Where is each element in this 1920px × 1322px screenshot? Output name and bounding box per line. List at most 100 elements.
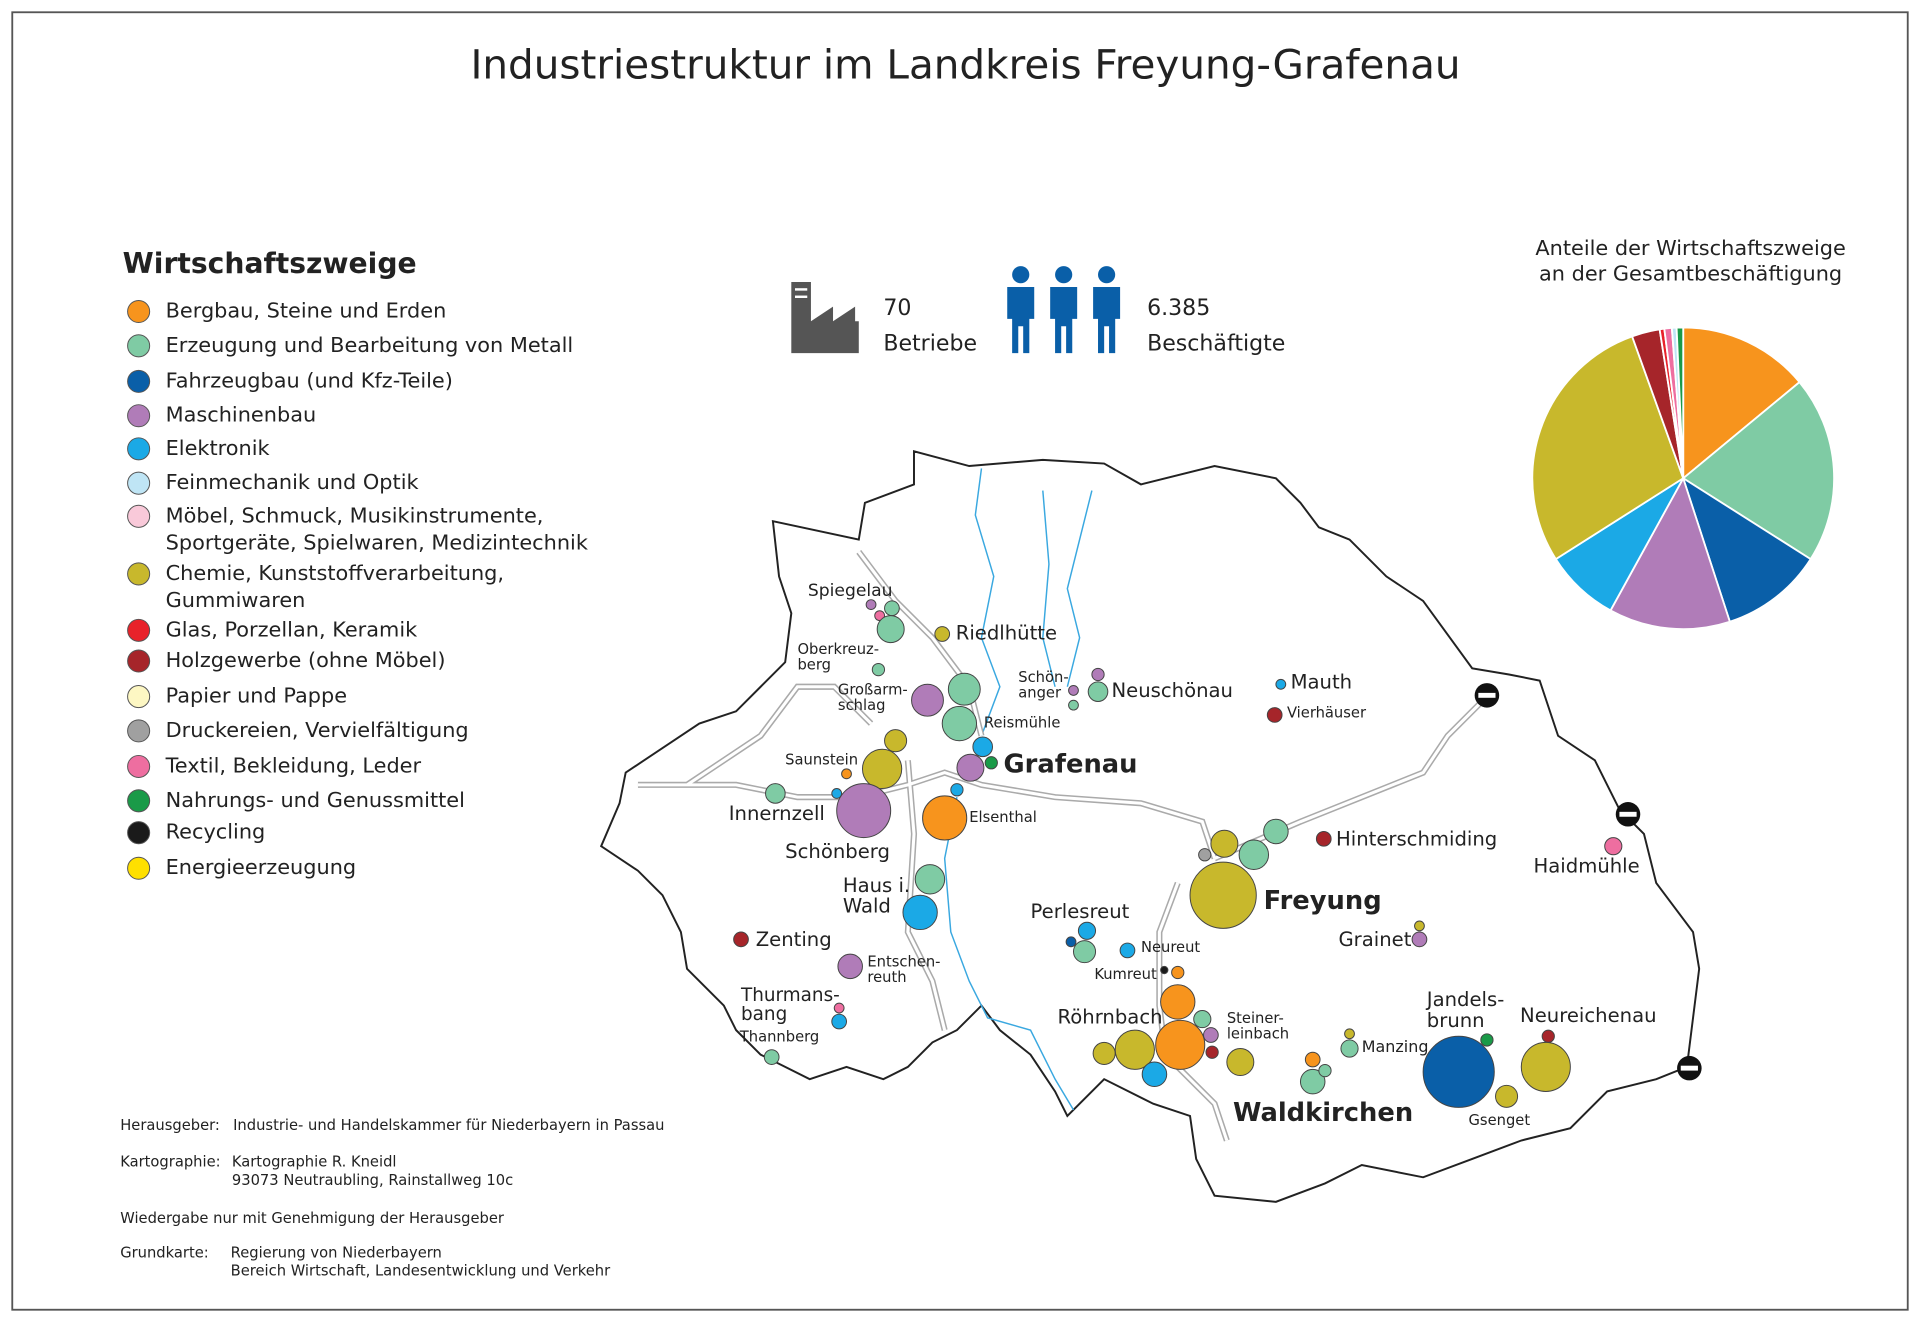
place-label: Manzing: [1362, 1037, 1429, 1056]
place-label: Neuschönau: [1112, 679, 1233, 702]
place-label: Großarm-: [838, 681, 908, 698]
industry-bubble: [1141, 1061, 1168, 1088]
industry-bubble: [837, 953, 863, 980]
industry-bubble: [865, 599, 877, 610]
legend-label: Recycling: [166, 820, 266, 844]
stat-label: Betriebe: [883, 332, 977, 357]
industry-bubble: [911, 683, 944, 717]
industry-bubble: [902, 894, 938, 931]
industry-bubble: [1072, 940, 1097, 964]
industry-bubble: [984, 756, 998, 770]
pie-slice: [1681, 380, 1835, 561]
legend-label: Sportgeräte, Spielwaren, Medizintechnik: [166, 530, 589, 554]
place-label: Waldkirchen: [1233, 1098, 1413, 1128]
place-label: Röhrnbach: [1058, 1005, 1163, 1028]
credit-label: Herausgeber:: [120, 1117, 220, 1134]
pie-title: Anteile der Wirtschaftszweige: [1535, 236, 1845, 260]
place-label: Neureichenau: [1520, 1004, 1656, 1027]
industry-bubble: [763, 1049, 780, 1065]
industry-bubble: [831, 788, 843, 799]
industry-bubble: [950, 783, 964, 797]
industry-bubble: [1495, 1084, 1519, 1108]
legend-label: Fahrzeugbau (und Kfz-Teile): [166, 368, 453, 392]
industry-bubble: [733, 931, 749, 948]
border-crossings: [1474, 683, 1702, 1081]
industry-bubble: [1155, 1019, 1206, 1070]
place-label: Schön-: [1018, 669, 1068, 686]
stat-value: 70: [883, 296, 911, 321]
pie-title: an der Gesamtbeschäftigung: [1539, 262, 1842, 286]
industry-bubble: [1340, 1039, 1359, 1058]
legend-swatch: [127, 369, 151, 393]
legend-swatch: [127, 685, 151, 709]
industry-bubble: [1541, 1029, 1555, 1043]
industry-bubble: [1091, 667, 1105, 682]
industry-bubble: [1263, 818, 1289, 845]
legend-label: Holzgewerbe (ohne Möbel): [166, 648, 446, 672]
legend-swatch: [127, 504, 151, 528]
industry-bubble: [1198, 848, 1212, 862]
place-label: Saunstein: [785, 751, 858, 768]
industry-bubble: [831, 1013, 848, 1030]
credit-label: Kartographie:: [120, 1154, 220, 1171]
place-label: Steiner-: [1227, 1010, 1284, 1027]
legend-swatch: [127, 754, 151, 778]
place-label: Innernzell: [729, 802, 825, 825]
industry-bubble: [941, 705, 978, 742]
industry-bubble: [1226, 1048, 1255, 1076]
legend-title: Wirtschaftszweige: [123, 247, 417, 280]
industry-bubble: [884, 600, 900, 617]
legend-label: Möbel, Schmuck, Musikinstrumente,: [166, 503, 544, 527]
title: Industriestruktur im Landkreis Freyung-G…: [470, 40, 1460, 88]
industry-bubble: [833, 1002, 845, 1014]
legend-swatch: [127, 821, 151, 845]
industry-bubble: [914, 864, 946, 895]
stat-value: 6.385: [1147, 296, 1210, 321]
pie-slice: [1675, 326, 1685, 479]
legend-swatch: [127, 404, 151, 428]
industry-bubble: [956, 753, 985, 782]
industry-bubble: [1520, 1041, 1571, 1092]
place-label: Gsenget: [1469, 1112, 1531, 1129]
legend-label: Energieerzeugung: [166, 855, 357, 879]
place-label: bang: [741, 1004, 787, 1025]
place-label: Thannberg: [739, 1028, 819, 1045]
industry-bubble: [1275, 678, 1287, 690]
legend-swatch: [127, 649, 151, 673]
credit-text: Bereich Wirtschaft, Landesentwicklung un…: [231, 1263, 611, 1280]
legend-label: Druckereien, Vervielfältigung: [166, 718, 469, 742]
credit-text: Kartographie R. Kneidl: [232, 1154, 397, 1171]
place-label: Entschen-: [867, 954, 940, 971]
industry-bubble: [861, 748, 903, 790]
industry-bubble: [934, 626, 951, 642]
industry-bubble: [1119, 942, 1136, 959]
stat-label: Beschäftigte: [1147, 332, 1285, 357]
credit-label: Wiedergabe nur mit Genehmigung der Herau…: [120, 1210, 505, 1227]
industry-bubble: [947, 672, 981, 706]
legend-label: Glas, Porzellan, Keramik: [166, 617, 418, 641]
bubbles: [733, 599, 1623, 1108]
industry-bubble: [1160, 965, 1169, 975]
industry-bubble: [1238, 839, 1270, 870]
industry-bubble: [884, 729, 908, 753]
place-label: Kumreut: [1094, 966, 1157, 983]
place-label: Perlesreut: [1031, 900, 1130, 923]
industry-bubble: [1193, 1010, 1212, 1029]
industry-bubble: [1205, 1045, 1219, 1059]
place-label: Spiegelau: [808, 581, 893, 601]
place-label: berg: [797, 656, 831, 673]
legend-swatch: [127, 789, 151, 813]
industry-bubble: [922, 795, 968, 841]
industry-bubble: [1171, 965, 1185, 980]
industry-bubble: [1266, 707, 1283, 723]
place-label: Grafenau: [1004, 750, 1138, 780]
legend-label: Nahrungs- und Genussmittel: [166, 788, 465, 812]
legend-swatch: [127, 562, 151, 586]
place-label: reuth: [867, 969, 906, 986]
legend-label: Feinmechanik und Optik: [166, 470, 420, 494]
industry-bubble: [972, 736, 994, 758]
industry-bubble: [1480, 1033, 1494, 1047]
industry-bubble: [1315, 830, 1332, 847]
industry-bubble: [1087, 681, 1109, 702]
